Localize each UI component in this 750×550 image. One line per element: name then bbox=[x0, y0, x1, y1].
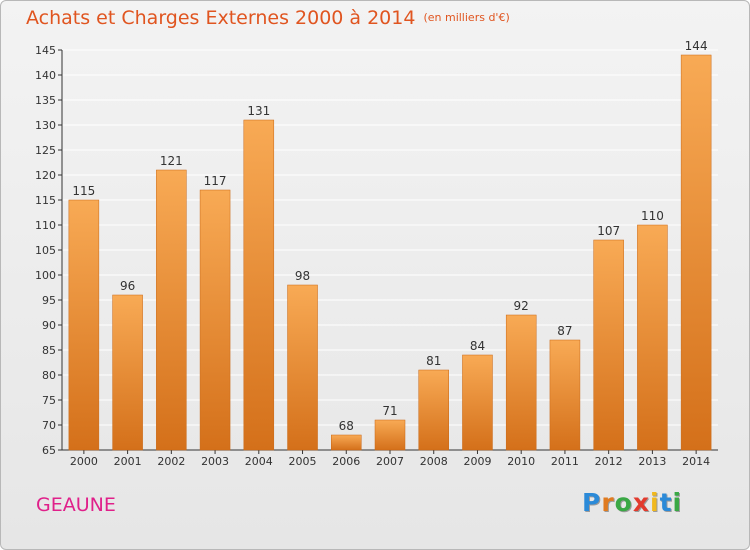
value-label: 110 bbox=[641, 209, 664, 223]
y-tick-label: 110 bbox=[35, 219, 56, 232]
y-tick-label: 70 bbox=[42, 419, 56, 432]
x-tick-label: 2004 bbox=[245, 455, 273, 468]
y-tick-label: 105 bbox=[35, 244, 56, 257]
y-tick-label: 115 bbox=[35, 194, 56, 207]
bar-2012 bbox=[593, 239, 624, 451]
x-tick-label: 2013 bbox=[638, 455, 666, 468]
y-tick-label: 130 bbox=[35, 119, 56, 132]
value-label: 115 bbox=[72, 184, 95, 198]
proxiti-logo: Proxiti bbox=[582, 488, 683, 517]
y-tick-labels: 65 70 75 80 85 90 95 100 105 110 115 120 125 130 135 14… bbox=[35, 44, 56, 457]
y-tick-label: 95 bbox=[42, 294, 56, 307]
value-label: 144 bbox=[685, 39, 708, 53]
x-tick-label: 2003 bbox=[201, 455, 229, 468]
x-tick-label: 2011 bbox=[551, 455, 579, 468]
value-labels: 115 96 121 117 131 98 68 71 81 84 92 87 107 110 144 bbox=[72, 39, 707, 433]
y-tick-label: 120 bbox=[35, 169, 56, 182]
x-tick-label: 2012 bbox=[595, 455, 623, 468]
value-label: 98 bbox=[295, 269, 310, 283]
bar-2014 bbox=[680, 54, 712, 451]
value-label: 87 bbox=[557, 324, 572, 338]
y-tick-label: 125 bbox=[35, 144, 56, 157]
bars bbox=[68, 54, 712, 451]
value-label: 117 bbox=[204, 174, 227, 188]
bar-2000 bbox=[68, 199, 100, 451]
x-tick-label: 2009 bbox=[463, 455, 491, 468]
y-tick-label: 145 bbox=[35, 44, 56, 57]
chart-title: Achats et Charges Externes 2000 à 2014 (e… bbox=[26, 7, 510, 29]
y-tick-label: 100 bbox=[35, 269, 56, 282]
bar-2008 bbox=[418, 369, 449, 451]
bar-2007 bbox=[374, 419, 406, 451]
bar-2004 bbox=[243, 119, 275, 451]
chart-subtitle: (en milliers d'€) bbox=[423, 11, 510, 24]
x-tick-label: 2002 bbox=[157, 455, 185, 468]
value-label: 81 bbox=[426, 354, 441, 368]
bar-2006 bbox=[331, 434, 362, 451]
y-tick-label: 135 bbox=[35, 94, 56, 107]
value-label: 107 bbox=[597, 224, 620, 238]
chart-title-text: Achats et Charges Externes 2000 à 2014 bbox=[26, 7, 416, 29]
bar-2009 bbox=[462, 354, 493, 451]
x-tick-label: 2007 bbox=[376, 455, 404, 468]
x-tick-label: 2006 bbox=[332, 455, 360, 468]
y-tick-label: 85 bbox=[42, 344, 56, 357]
bar-2005 bbox=[287, 284, 318, 451]
bar-2011 bbox=[549, 339, 581, 451]
value-label: 84 bbox=[470, 339, 485, 353]
bar-2013 bbox=[637, 224, 668, 451]
y-tick-label: 75 bbox=[42, 394, 56, 407]
x-tick-label: 2001 bbox=[114, 455, 142, 468]
y-tick-label: 80 bbox=[42, 369, 56, 382]
value-label: 121 bbox=[160, 154, 183, 168]
y-tick-label: 90 bbox=[42, 319, 56, 332]
value-label: 68 bbox=[339, 419, 354, 433]
y-tick-label: 140 bbox=[35, 69, 56, 82]
bar-2001 bbox=[112, 294, 143, 451]
y-tick-label: 65 bbox=[42, 444, 56, 457]
x-tick-label: 2010 bbox=[507, 455, 535, 468]
x-tick-label: 2005 bbox=[289, 455, 317, 468]
value-label: 96 bbox=[120, 279, 135, 293]
value-label: 131 bbox=[247, 104, 270, 118]
bar-2010 bbox=[505, 314, 537, 451]
commune-name: GEAUNE bbox=[36, 494, 116, 516]
x-tick-label: 2008 bbox=[420, 455, 448, 468]
x-tick-labels: 2000 2001 2002 2003 2004 2005 2006 2007 2008 2009… bbox=[70, 455, 710, 468]
value-label: 92 bbox=[514, 299, 529, 313]
bar-2003 bbox=[199, 189, 231, 451]
bar-2002 bbox=[156, 169, 187, 451]
x-tick-label: 2014 bbox=[682, 455, 710, 468]
x-tick-label: 2000 bbox=[70, 455, 98, 468]
value-label: 71 bbox=[382, 404, 397, 418]
